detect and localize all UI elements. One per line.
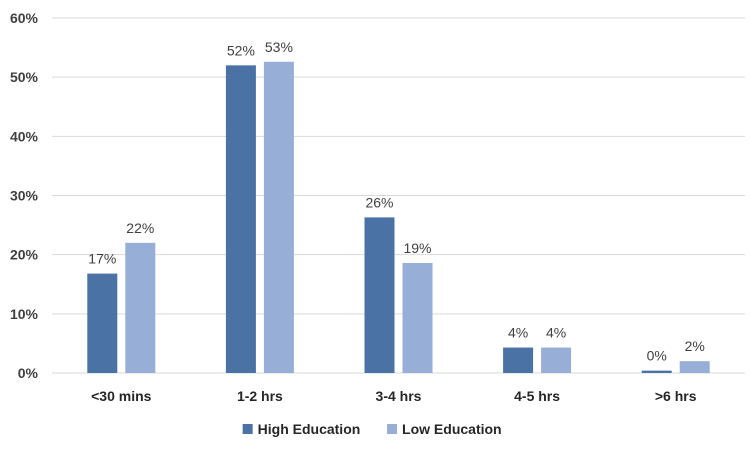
data-label: 52% <box>227 42 255 58</box>
category-label: >6 hrs <box>655 388 697 404</box>
y-tick-label: 0% <box>18 365 39 381</box>
data-label: 53% <box>265 39 293 55</box>
bar-high-education <box>364 217 395 373</box>
bar-low-education <box>125 242 156 373</box>
legend-swatch <box>387 424 398 434</box>
gridlines <box>52 17 745 374</box>
legend-swatch <box>242 424 253 434</box>
legend-item: High Education <box>242 421 361 437</box>
y-tick-label: 40% <box>10 128 39 144</box>
bar-low-education <box>541 347 572 373</box>
data-label: 2% <box>685 338 705 354</box>
legend: High Education Low Education <box>242 421 502 437</box>
y-tick-label: 30% <box>10 188 39 204</box>
data-label: 4% <box>546 325 566 341</box>
category-labels: <30 mins 1-2 hrs 3-4 hrs 4-5 hrs >6 hrs <box>91 388 697 404</box>
bar-low-education <box>263 61 294 374</box>
category-label: <30 mins <box>91 388 152 404</box>
bar-low-education <box>679 361 710 373</box>
bars <box>87 61 710 374</box>
data-label: 4% <box>508 325 528 341</box>
data-labels: 17% 22% 52% 53% 26% 19% 4% 4% 0% 2% <box>88 39 705 364</box>
bar-high-education <box>641 370 672 373</box>
y-tick-label: 20% <box>10 247 39 263</box>
category-label: 4-5 hrs <box>514 388 560 404</box>
legend-label: High Education <box>258 421 361 437</box>
category-label: 1-2 hrs <box>237 388 283 404</box>
bar-high-education <box>225 65 256 373</box>
data-label: 17% <box>88 251 116 267</box>
legend-label: Low Education <box>402 421 502 437</box>
bar-high-education <box>503 347 534 373</box>
data-label: 26% <box>365 194 393 210</box>
y-axis-tick-labels: 0% 10% 20% 30% 40% 50% 60% <box>10 10 39 381</box>
legend-item: Low Education <box>387 421 502 437</box>
y-tick-label: 60% <box>10 10 39 26</box>
bar-high-education <box>87 273 118 373</box>
category-label: 3-4 hrs <box>376 388 422 404</box>
y-tick-label: 10% <box>10 306 39 322</box>
data-label: 22% <box>126 220 154 236</box>
data-label: 0% <box>647 348 667 364</box>
data-label: 19% <box>403 240 431 256</box>
bar-low-education <box>402 262 433 373</box>
y-tick-label: 50% <box>10 69 39 85</box>
